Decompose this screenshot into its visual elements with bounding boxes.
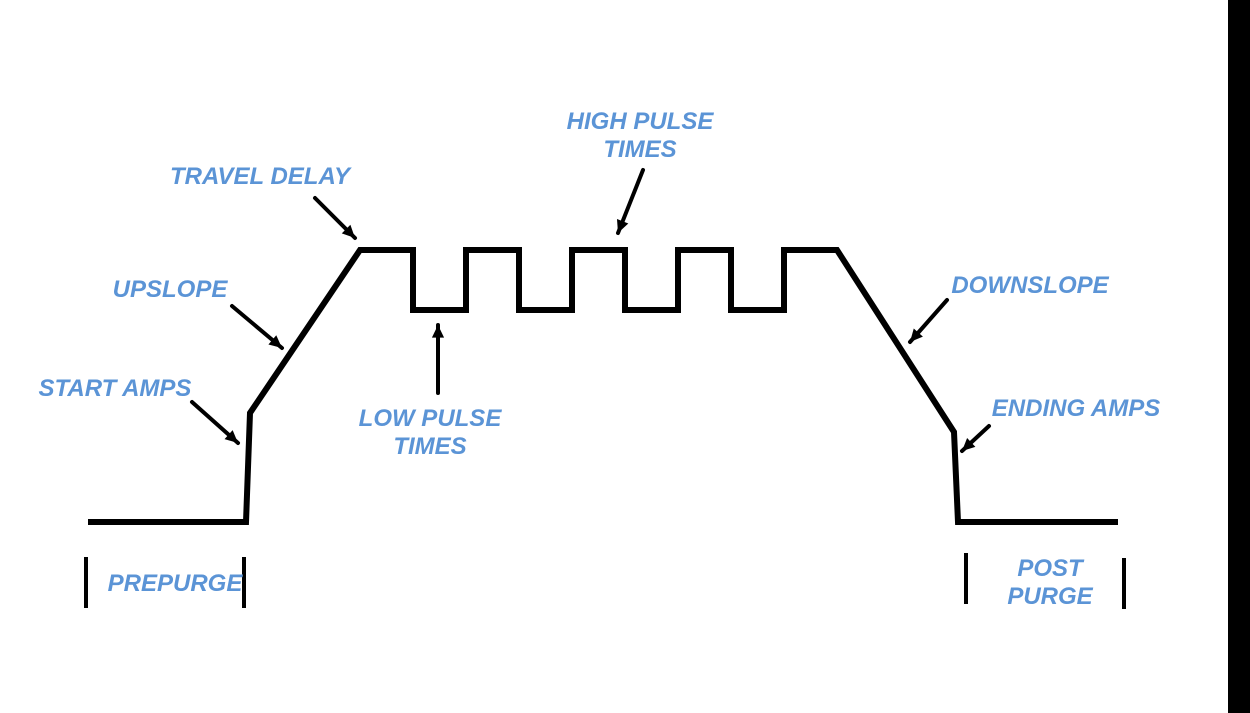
label-prepurge: PREPURGE [100, 570, 250, 598]
label-arrows [192, 170, 989, 451]
label-low-pulse-times: LOW PULSE TIMES [330, 405, 530, 460]
label-upslope: UPSLOPE [100, 276, 240, 304]
label-high-pulse-times: HIGH PULSE TIMES [540, 108, 740, 163]
label-downslope: DOWNSLOPE [930, 272, 1130, 300]
diagram-canvas: { "diagram": { "type": "waveform-diagram… [0, 0, 1250, 713]
label-post-purge: POST PURGE [990, 555, 1110, 610]
label-travel-delay: TRAVEL DELAY [150, 163, 370, 191]
label-ending-amps: ENDING AMPS [966, 395, 1186, 423]
label-start-amps: START AMPS [30, 375, 200, 403]
